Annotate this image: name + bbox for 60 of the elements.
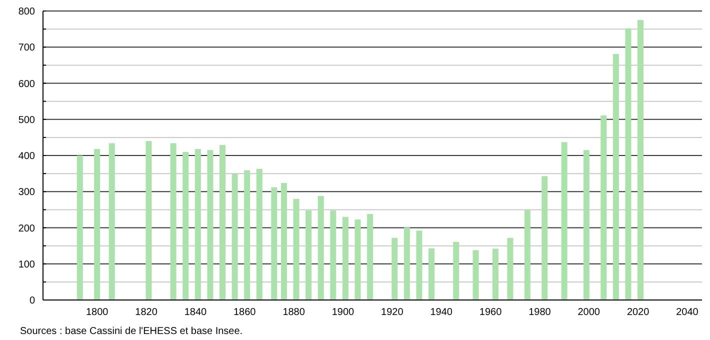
bar: [392, 238, 398, 300]
bar: [416, 230, 422, 300]
bar: [220, 145, 226, 300]
x-tick-label: 2020: [626, 307, 650, 318]
bar: [94, 148, 100, 300]
bar: [76, 156, 83, 300]
y-tick-label: 200: [18, 223, 36, 234]
bar: [293, 198, 300, 300]
x-tick-label: 1980: [528, 307, 552, 318]
bar: [182, 152, 189, 300]
x-tick-label: 2000: [578, 307, 600, 318]
x-tick-label: 1900: [332, 307, 355, 318]
x-tick-label: 1960: [479, 307, 502, 318]
bar: [271, 187, 278, 300]
bar: [146, 141, 152, 300]
x-tick-label: 2040: [676, 307, 699, 318]
bar: [170, 143, 176, 300]
x-tick-label: 1840: [184, 307, 208, 318]
x-tick-label: 1880: [282, 307, 306, 318]
bar: [492, 248, 498, 300]
bar: [404, 227, 410, 300]
bar: [638, 20, 644, 300]
bar: [453, 242, 460, 300]
y-tick-label: 100: [18, 259, 36, 270]
x-tick-label: 1860: [234, 307, 256, 318]
y-tick-label: 300: [18, 187, 36, 198]
bar: [244, 170, 250, 300]
bar: [108, 143, 115, 300]
x-tick-label: 1920: [381, 307, 404, 318]
bar: [472, 250, 479, 300]
bar: [318, 196, 324, 300]
bar: [542, 176, 548, 300]
x-tick-label: 1940: [430, 307, 453, 318]
bar: [354, 219, 361, 300]
bar: [625, 28, 632, 300]
bar: [306, 210, 312, 300]
bar: [367, 214, 374, 300]
source-note: Sources : base Cassini de l'EHESS et base Insee.: [20, 326, 243, 337]
y-tick-label: 400: [18, 151, 36, 162]
bar: [330, 210, 336, 300]
y-tick-label: 0: [29, 296, 36, 306]
bar: [612, 54, 619, 300]
y-tick-label: 800: [18, 6, 36, 18]
bar: [207, 150, 214, 300]
bar: [561, 142, 568, 300]
bar: [428, 248, 435, 300]
bar: [600, 115, 607, 300]
x-tick-label: 1800: [86, 307, 109, 318]
y-tick-label: 500: [18, 114, 36, 126]
bar: [342, 216, 348, 300]
bar: [583, 150, 590, 300]
bar: [232, 174, 238, 300]
bar: [280, 182, 287, 300]
bar: [256, 168, 262, 300]
y-tick-label: 700: [18, 42, 36, 54]
bar: [507, 238, 514, 300]
x-tick-label: 1820: [135, 307, 158, 318]
bar: [524, 210, 530, 300]
y-tick-label: 600: [18, 78, 36, 90]
bar: [194, 148, 201, 300]
